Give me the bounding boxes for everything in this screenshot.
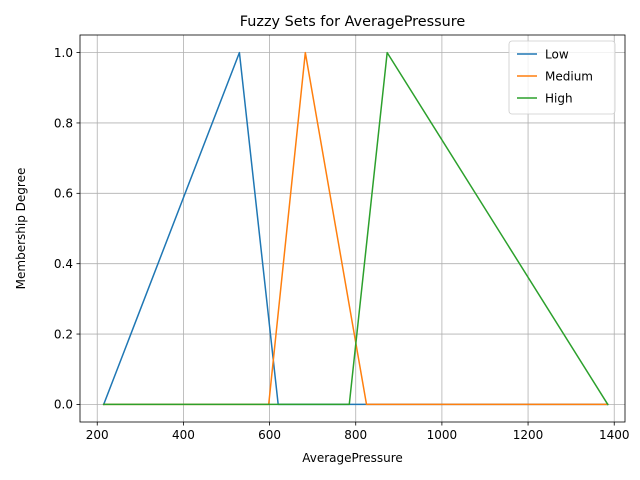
x-tick-label: 200: [86, 428, 109, 442]
legend: Low Medium High: [508, 40, 616, 115]
plot-frame: [79, 34, 626, 423]
y-tick-label: 0.6: [54, 187, 73, 201]
x-tick-label: 1000: [427, 428, 458, 442]
x-tick-label: 1400: [599, 428, 630, 442]
y-tick-label: 0.0: [54, 398, 73, 412]
x-axis-label: AveragePressure: [302, 451, 403, 465]
y-tick-label: 0.4: [54, 257, 73, 271]
y-axis-label: Membership Degree: [14, 168, 28, 290]
y-tick-label: 0.2: [54, 327, 73, 341]
y-tick-label: 1.0: [54, 46, 73, 60]
legend-label-medium: Medium: [545, 69, 593, 83]
x-tick-label: 400: [172, 428, 195, 442]
legend-box: [508, 40, 616, 115]
y-tick-label: 0.8: [54, 116, 73, 130]
x-tick-label: 1200: [513, 428, 544, 442]
series-line-high: [102, 51, 609, 406]
series-lines: [102, 51, 609, 406]
chart-title: Fuzzy Sets for AveragePressure: [240, 14, 466, 30]
x-tick-label: 800: [344, 428, 367, 442]
x-tick-label: 600: [258, 428, 281, 442]
legend-label-low: Low: [545, 47, 569, 61]
axis-ticks: 200 400 600 800 1000 1200 1400 0.0 0.2 0.4 0.6 0.8 1…: [54, 46, 630, 442]
legend-label-high: High: [545, 91, 573, 105]
